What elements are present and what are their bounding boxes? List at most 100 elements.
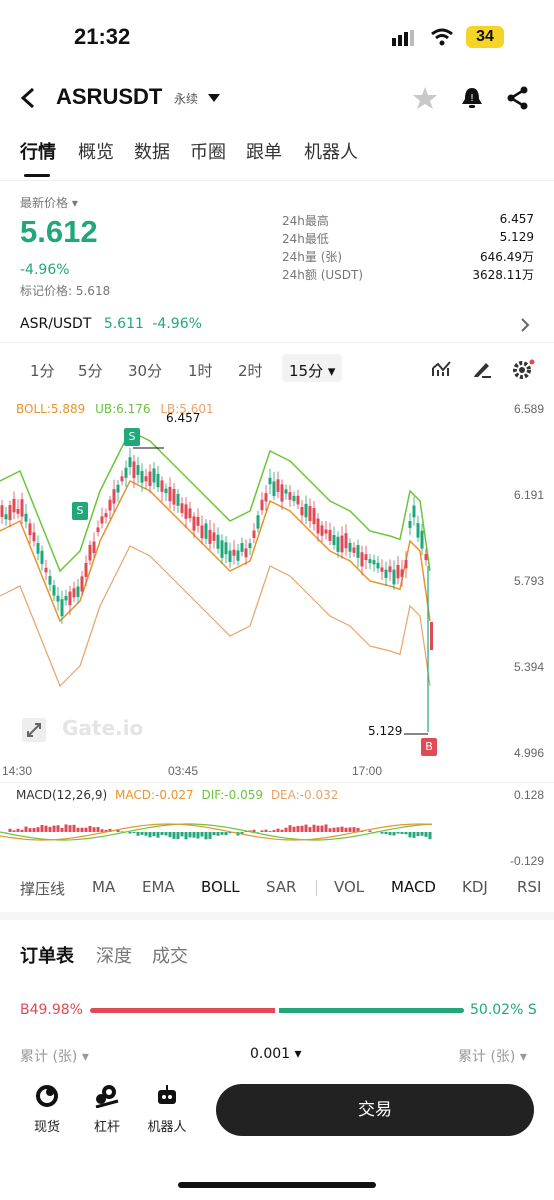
stat-value: 3628.11万 (472, 268, 534, 282)
macd-histogram-bar (176, 832, 180, 840)
macd-histogram-bar (420, 832, 424, 836)
macd-line (0, 823, 433, 841)
spot-pair-link[interactable]: ASR/USDT 5.611 -4.96% (20, 316, 202, 332)
indicator-ma[interactable]: MA (92, 878, 116, 896)
home-indicator (178, 1182, 376, 1188)
macd-histogram-bar (16, 828, 20, 832)
buy-marker[interactable]: B (421, 738, 437, 756)
latest-price-label: 最新价格 (20, 196, 69, 210)
candlestick-chart[interactable] (0, 396, 510, 766)
indicator-macd[interactable]: MACD (391, 878, 436, 896)
macd-histogram-bar (136, 832, 140, 836)
timeframe-2h[interactable]: 2时 (238, 362, 263, 380)
chevron-right-icon[interactable] (520, 318, 530, 332)
precision-selector[interactable]: 0.001 ▾ (250, 1046, 302, 1062)
macd-histogram-bar (268, 831, 272, 832)
latest-price-selector[interactable]: 最新价格 ▾ (20, 196, 78, 210)
macd-histogram-bar (168, 832, 172, 838)
tab-market[interactable]: 行情 (20, 142, 56, 163)
macd-legend: MACD(12,26,9) MACD:-0.027 DIF:-0.059 DEA… (16, 788, 338, 802)
macd-histogram-bar (260, 830, 264, 832)
boll-legend: BOLL:5.889 UB:6.176 LB:5.601 (16, 402, 214, 416)
macd-histogram-bar (140, 832, 144, 835)
indicator-vol[interactable]: VOL (334, 878, 365, 896)
indicator-kdj[interactable]: KDJ (462, 878, 488, 896)
tab-order-book[interactable]: 订单表 (20, 946, 74, 967)
macd-histogram-bar (252, 829, 256, 832)
indicator-boll[interactable]: BOLL (201, 878, 240, 896)
tab-copy-trading[interactable]: 跟单 (246, 142, 282, 163)
robot-button[interactable]: 机器人 (142, 1084, 192, 1135)
indicator-support-resistance[interactable]: 撑压线 (20, 880, 66, 898)
macd-histogram-bar (12, 830, 16, 832)
timeframe-15m-selected[interactable]: 15分 ▾ (289, 362, 336, 380)
macd-histogram-bar (384, 832, 388, 835)
timeframe-bar: 1分 5分 30分 1时 2时 15分 ▾ (0, 350, 554, 390)
tab-depth[interactable]: 深度 (96, 946, 132, 967)
buy-ratio-label: B49.98% (20, 1002, 83, 1018)
settings-gear-icon[interactable] (512, 358, 536, 380)
cellular-icon (392, 30, 414, 46)
chart-indicator-icon[interactable] (432, 360, 452, 378)
macd-histogram-bar (356, 827, 360, 832)
macd-histogram-bar (300, 825, 304, 832)
macd-histogram-bar (80, 827, 84, 832)
tab-data[interactable]: 数据 (134, 142, 170, 163)
sell-marker[interactable]: S (72, 502, 88, 520)
macd-histogram-bar (208, 832, 212, 839)
macd-histogram-bar (352, 827, 356, 832)
macd-histogram-bar (40, 824, 44, 832)
leverage-button[interactable]: 杠杆 (82, 1084, 132, 1135)
tab-trades[interactable]: 成交 (152, 946, 188, 967)
timeframe-5m[interactable]: 5分 (78, 362, 103, 380)
sell-marker[interactable]: S (124, 428, 140, 446)
svg-text:!: ! (470, 93, 474, 104)
macd-histogram-bar (240, 832, 244, 835)
macd-histogram-bar (100, 829, 104, 832)
indicator-sar[interactable]: SAR (266, 878, 297, 896)
macd-histogram-bar (104, 829, 108, 832)
macd-histogram-bar (276, 828, 280, 832)
trade-button[interactable]: 交易 (216, 1084, 534, 1136)
pair-title[interactable]: ASRUSDT (56, 84, 163, 109)
divider (0, 782, 554, 783)
low-price-marker: 5.129 (368, 724, 403, 738)
share-icon[interactable] (506, 86, 530, 110)
buy-ratio-fill (90, 1008, 275, 1013)
spot-button[interactable]: 现货 (22, 1084, 72, 1135)
fullscreen-expand-icon[interactable] (22, 718, 46, 742)
last-candle (430, 622, 433, 650)
macd-histogram-bar (316, 825, 320, 832)
macd-histogram-bar (184, 832, 188, 840)
draw-pencil-icon[interactable] (472, 360, 492, 378)
timeframe-1h[interactable]: 1时 (188, 362, 213, 380)
stat-24h-turnover: 24h额 (USDT) 3628.11万 (282, 266, 534, 284)
macd-histogram-bar (212, 832, 216, 836)
cumulative-right-header[interactable]: 累计 (张) ▾ (458, 1049, 527, 1065)
star-favorite-icon[interactable] (412, 86, 438, 110)
perpetual-badge[interactable]: 永续 (174, 92, 199, 106)
macd-histogram-bar (180, 832, 184, 837)
macd-histogram-bar (412, 832, 416, 838)
tab-bots[interactable]: 机器人 (304, 142, 358, 163)
indicator-rsi[interactable]: RSI (517, 878, 542, 896)
tab-overview[interactable]: 概览 (78, 142, 114, 163)
macd-histogram-bar (188, 832, 192, 838)
dropdown-caret-icon[interactable] (208, 93, 220, 103)
macd-histogram-bar (200, 832, 204, 837)
robot-icon (158, 1085, 176, 1104)
macd-histogram-bar (396, 832, 400, 834)
cumulative-left-header[interactable]: 累计 (张) ▾ (20, 1049, 89, 1065)
price-alert-bell-icon[interactable]: ! (460, 86, 484, 110)
timeframe-1m[interactable]: 1分 (30, 362, 55, 380)
column-label: 累计 (张) (20, 1049, 78, 1065)
macd-histogram-bar (348, 827, 352, 832)
back-arrow-icon[interactable] (18, 86, 38, 110)
leverage-icon (95, 1085, 119, 1109)
timeframe-30m[interactable]: 30分 (128, 362, 163, 380)
tab-coin-circle[interactable]: 币圈 (190, 142, 226, 163)
indicator-ema[interactable]: EMA (142, 878, 175, 896)
y-axis-label: 5.793 (514, 574, 545, 588)
macd-histogram-bar (148, 832, 152, 838)
pair-change: -4.96% (152, 316, 202, 332)
